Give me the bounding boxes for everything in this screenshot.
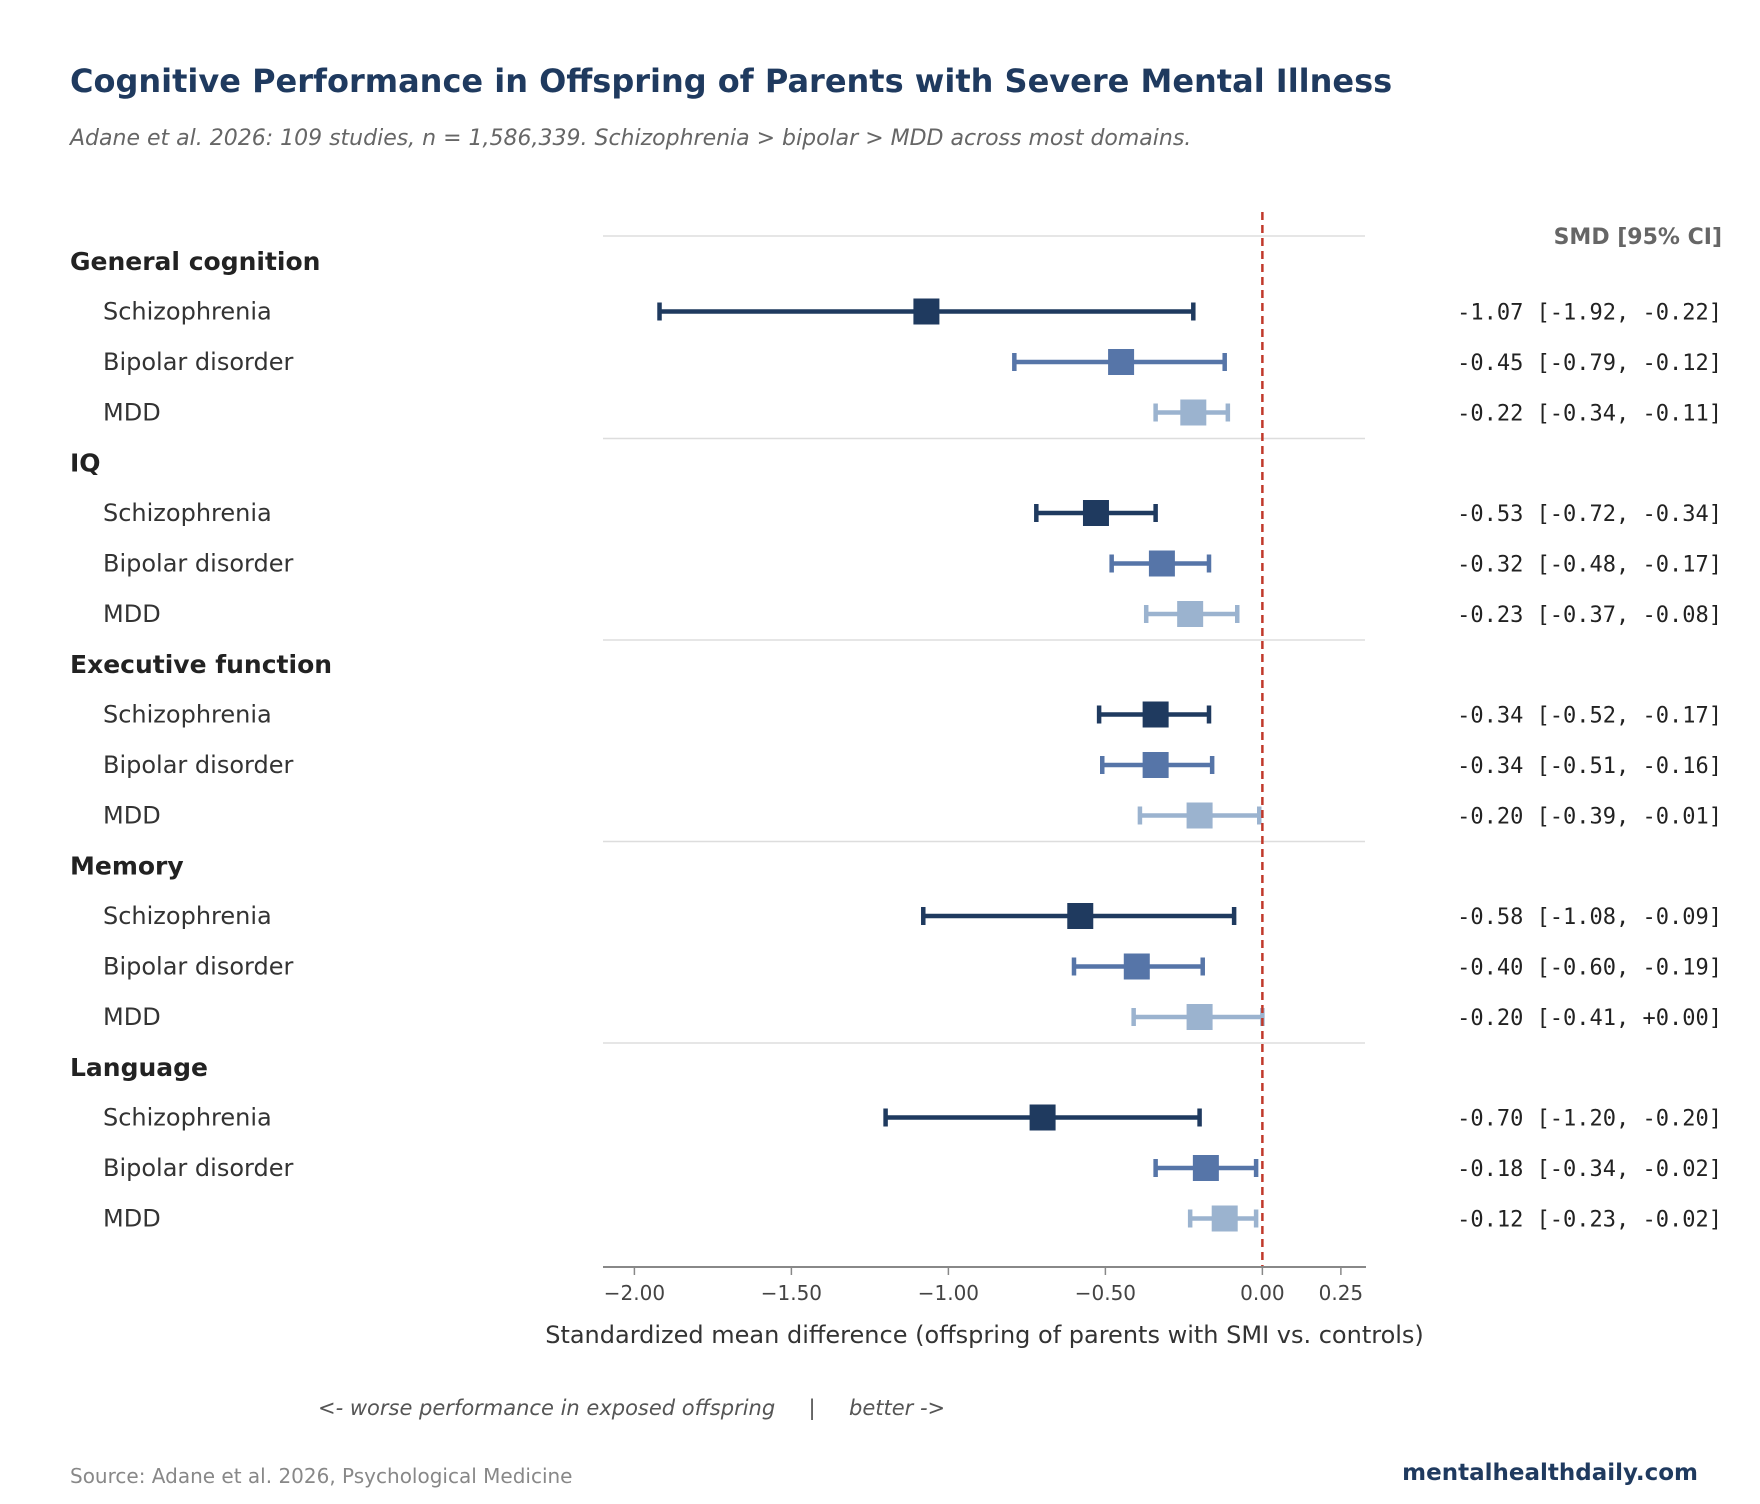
row-label: Bipolar disorder	[103, 953, 293, 981]
x-tick-label: −1.50	[761, 1281, 822, 1305]
point-estimate	[1177, 601, 1204, 627]
row-label: Schizophrenia	[103, 701, 272, 729]
brand-label[interactable]: mentalhealthdaily.com	[1402, 1460, 1698, 1486]
point-estimate	[1123, 953, 1150, 980]
ci-text: -0.70 [-1.20, -0.20]	[1457, 1107, 1722, 1132]
ci-text: -0.22 [-0.34, -0.11]	[1457, 402, 1722, 427]
point-estimate	[1108, 349, 1135, 375]
chart-title: Cognitive Performance in Offspring of Pa…	[70, 62, 1393, 100]
ci-text: -0.20 [-0.39, -0.01]	[1457, 805, 1722, 830]
ci-text: -0.53 [-0.72, -0.34]	[1457, 502, 1722, 527]
row-label: Schizophrenia	[103, 1104, 272, 1132]
point-estimate	[1029, 1104, 1056, 1131]
row-label: Schizophrenia	[103, 499, 272, 527]
point-estimate	[1186, 802, 1213, 829]
group-header: Language	[70, 1053, 208, 1082]
ci-text: -0.34 [-0.52, -0.17]	[1457, 704, 1722, 729]
point-estimate	[1211, 1205, 1238, 1232]
point-estimate	[1067, 903, 1094, 929]
row-label: MDD	[103, 802, 161, 830]
row-label: MDD	[103, 1003, 161, 1031]
ci-text: -0.45 [-0.79, -0.12]	[1457, 351, 1722, 376]
ci-text: -0.40 [-0.60, -0.19]	[1457, 956, 1722, 981]
x-tick-label: −2.00	[604, 1281, 665, 1305]
point-estimate	[1180, 399, 1207, 426]
ci-text: -0.18 [-0.34, -0.02]	[1457, 1157, 1722, 1182]
row-label: MDD	[103, 399, 161, 427]
ci-text: -0.32 [-0.48, -0.17]	[1457, 553, 1722, 578]
row-label: Schizophrenia	[103, 298, 272, 326]
row-label: MDD	[103, 600, 161, 628]
row-label: Bipolar disorder	[103, 751, 293, 779]
point-estimate	[1142, 752, 1169, 778]
x-tick-label: −0.50	[1075, 1281, 1136, 1305]
x-tick-label: 0.00	[1240, 1281, 1285, 1305]
ci-text: -0.34 [-0.51, -0.16]	[1457, 754, 1722, 779]
ci-text: -0.58 [-1.08, -0.09]	[1457, 905, 1722, 930]
row-label: Bipolar disorder	[103, 550, 293, 578]
x-axis-label: Standardized mean difference (offspring …	[545, 1321, 1424, 1349]
point-estimate	[1142, 701, 1169, 728]
group-header: Executive function	[70, 650, 332, 679]
ci-text: -0.12 [-0.23, -0.02]	[1457, 1208, 1722, 1233]
point-estimate	[1082, 500, 1109, 526]
ci-text: -1.07 [-1.92, -0.22]	[1457, 301, 1722, 326]
group-header: General cognition	[70, 247, 320, 276]
ci-text: -0.23 [-0.37, -0.08]	[1457, 603, 1722, 628]
point-estimate	[913, 298, 940, 325]
point-estimate	[1148, 550, 1175, 577]
row-label: MDD	[103, 1205, 161, 1233]
group-header: IQ	[70, 449, 101, 478]
ci-column-header: SMD [95% CI]	[1554, 225, 1722, 250]
x-tick-label: −1.00	[918, 1281, 979, 1305]
point-estimate	[1186, 1004, 1213, 1030]
row-label: Schizophrenia	[103, 902, 272, 930]
ci-text: -0.20 [-0.41, +0.00]	[1457, 1006, 1722, 1031]
chart-subtitle: Adane et al. 2026: 109 studies, n = 1,58…	[70, 126, 1192, 151]
row-label: Bipolar disorder	[103, 1154, 293, 1182]
source-note: Source: Adane et al. 2026, Psychological…	[70, 1464, 573, 1488]
x-tick-label: 0.25	[1319, 1281, 1364, 1305]
group-header: Memory	[70, 852, 184, 881]
row-label: Bipolar disorder	[103, 348, 293, 376]
point-estimate	[1192, 1155, 1219, 1181]
direction-note: <- worse performance in exposed offsprin…	[318, 1396, 945, 1421]
